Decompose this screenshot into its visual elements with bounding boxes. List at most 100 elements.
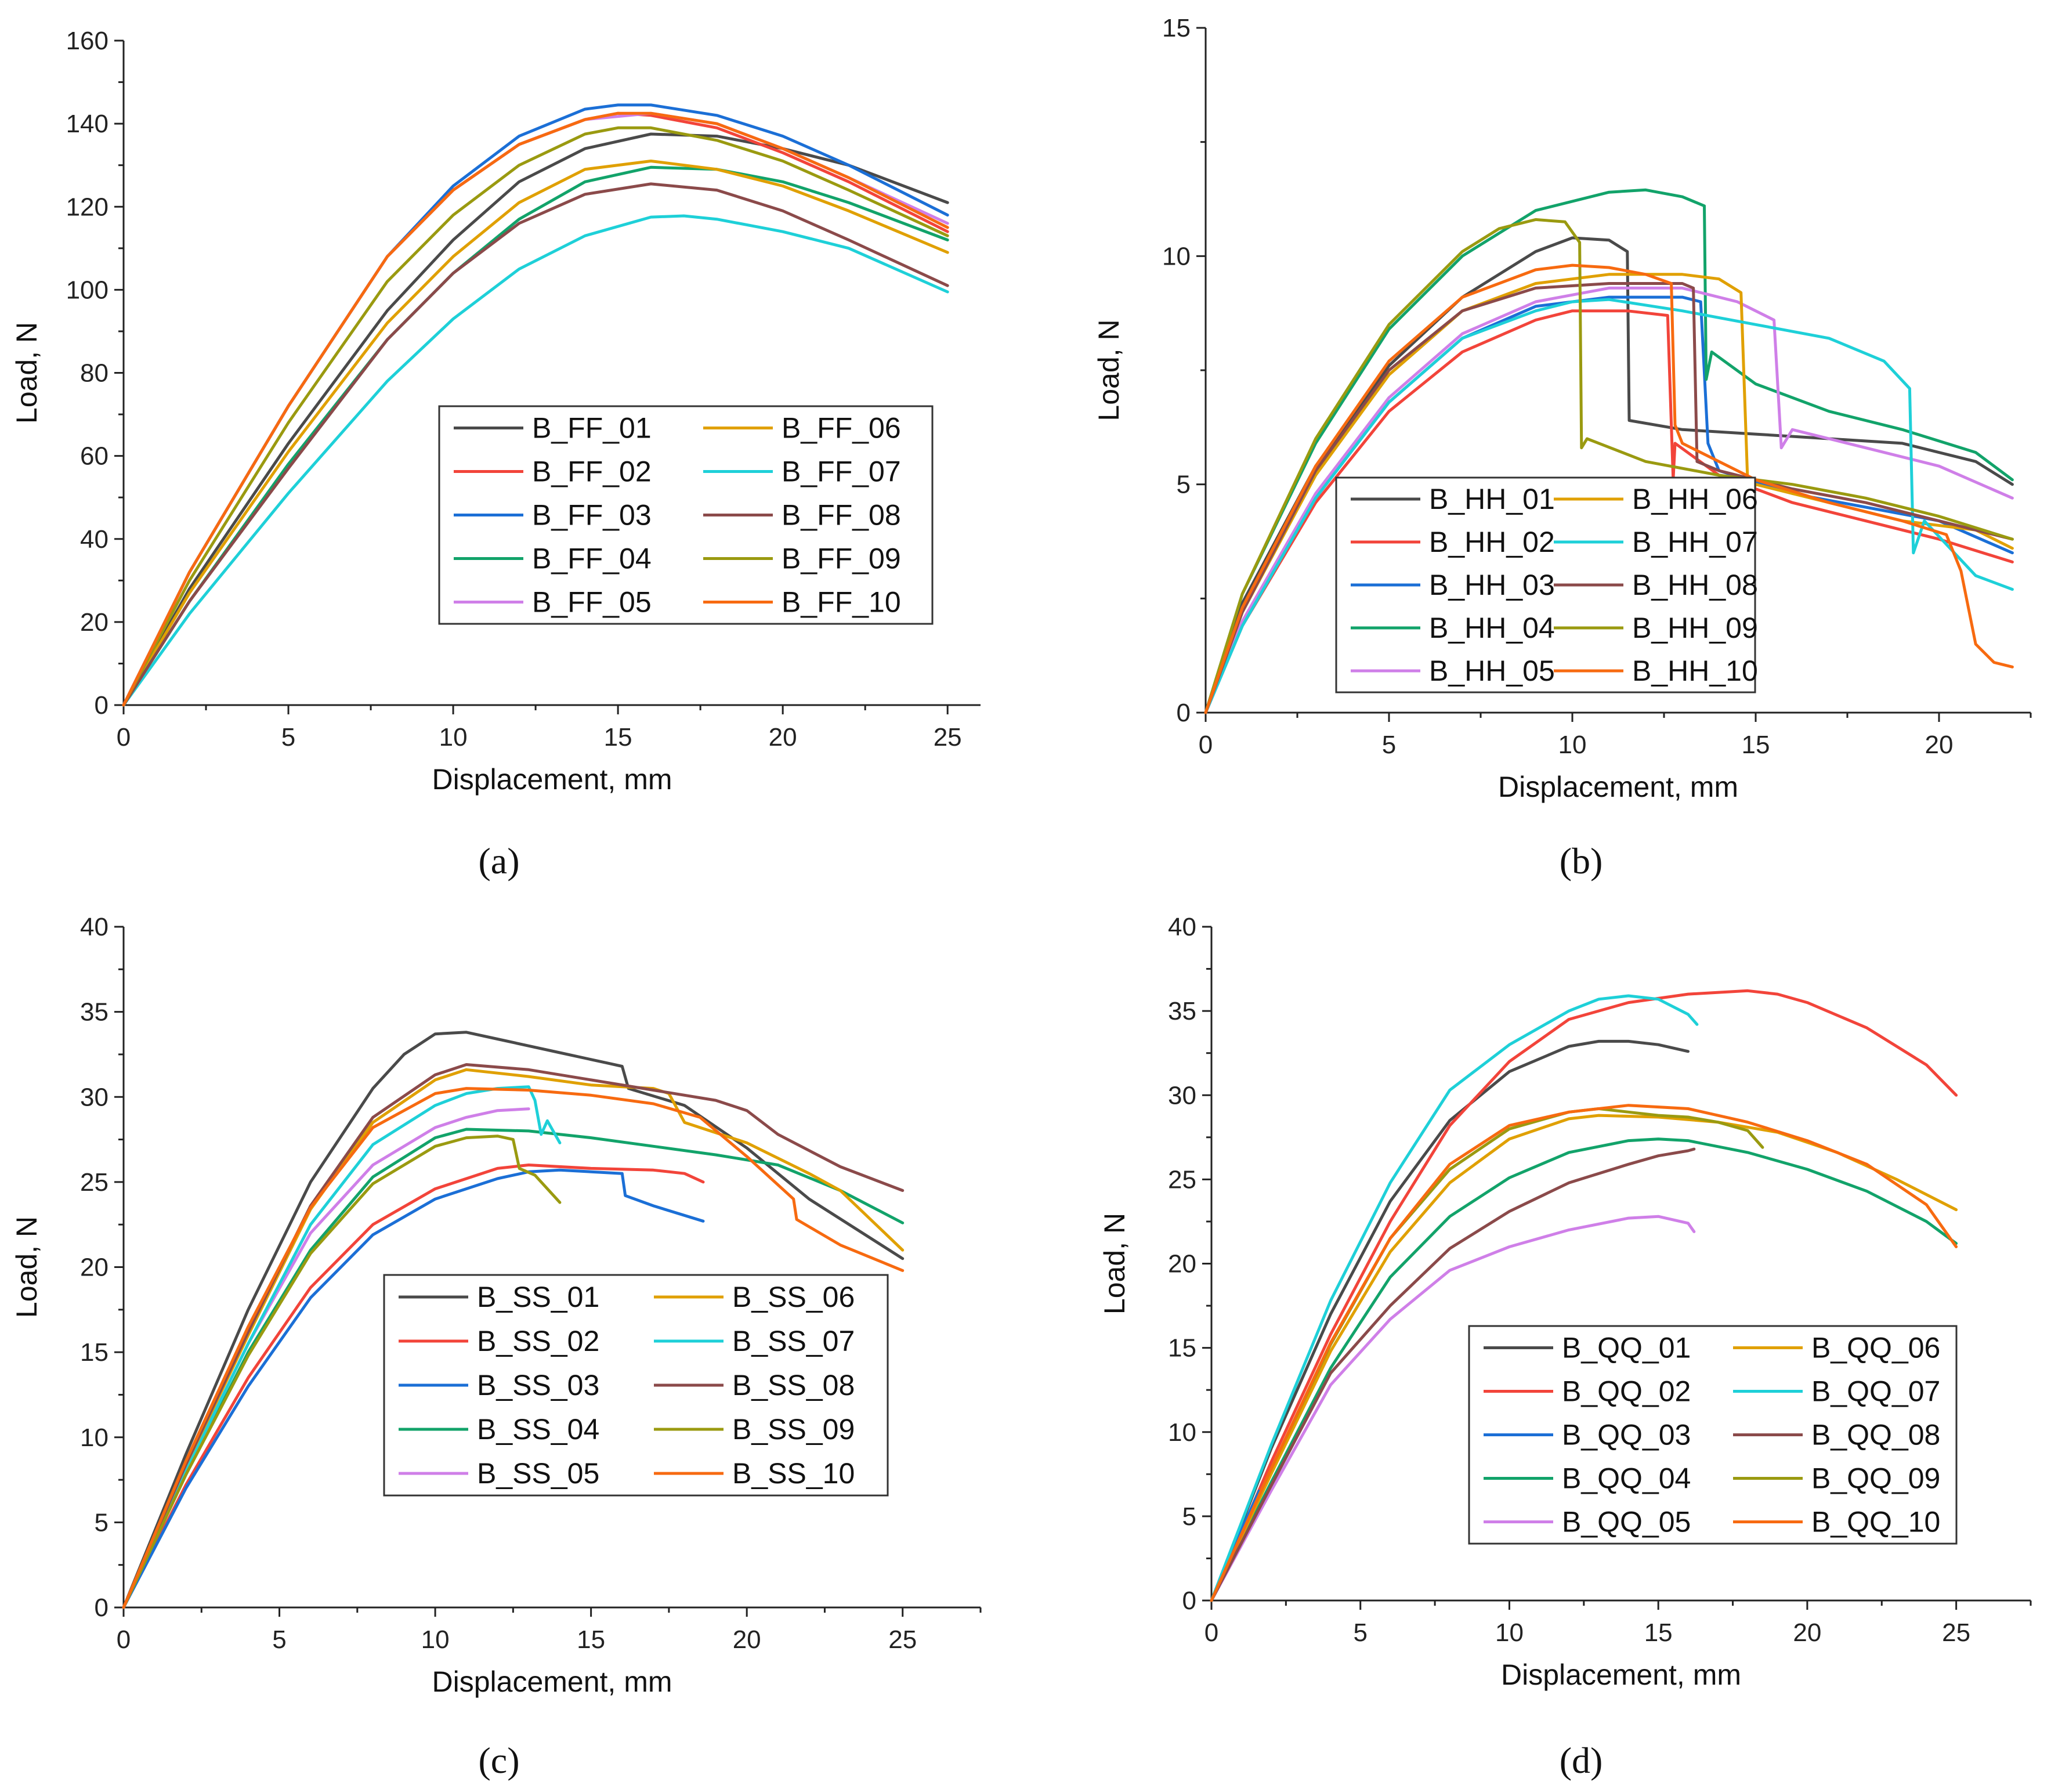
chart-panel-d: 0 5 10 15 20 25 0 5 10 15 20 25 30 35 40 Displacement, … xyxy=(1098,913,2032,1781)
legend-label: B_QQ_03 xyxy=(1562,1419,1691,1451)
x-tick-label: 25 xyxy=(1942,1618,1970,1647)
x-axis-title: Displacement, mm xyxy=(1498,771,1738,803)
series-line-B_HH_10 xyxy=(1204,263,2014,714)
x-tick-label: 20 xyxy=(1793,1618,1821,1647)
legend-label: B_FF_01 xyxy=(532,412,652,445)
legend-label: B_FF_08 xyxy=(782,499,901,532)
x-tick-label: 0 xyxy=(1199,731,1213,759)
y-axis-title: Load, N xyxy=(1093,319,1125,421)
legend-label: B_FF_03 xyxy=(532,499,652,532)
legend-label: B_HH_09 xyxy=(1632,612,1758,644)
series-line-B_QQ_01 xyxy=(1210,1039,1690,1602)
legend-label: B_QQ_01 xyxy=(1562,1332,1691,1364)
legend-label: B_QQ_04 xyxy=(1562,1462,1691,1495)
legend-label: B_FF_07 xyxy=(782,456,901,488)
series-line-B_HH_09 xyxy=(1204,218,2014,714)
y-tick-label: 15 xyxy=(1168,1334,1196,1363)
legend-label: B_HH_04 xyxy=(1429,612,1555,644)
legend-box xyxy=(1468,1325,1958,1545)
legend-label: B_FF_10 xyxy=(782,586,901,619)
x-tick-label: 20 xyxy=(769,723,797,752)
legend-label: B_HH_10 xyxy=(1632,655,1758,687)
legend-label: B_FF_09 xyxy=(782,543,901,575)
series-line-B_SS_07 xyxy=(122,1085,562,1609)
y-tick-label: 25 xyxy=(80,1168,108,1197)
panel-label: (b) xyxy=(1560,840,1603,881)
legend-label: B_HH_02 xyxy=(1429,526,1555,558)
series-line-B_FF_01 xyxy=(122,132,949,707)
legend-label: B_QQ_09 xyxy=(1811,1462,1940,1495)
legend-label: B_FF_04 xyxy=(532,543,652,575)
x-tick-label: 0 xyxy=(117,723,131,752)
legend-label: B_SS_02 xyxy=(477,1325,599,1357)
y-tick-label: 10 xyxy=(1162,242,1191,270)
legend-label: B_SS_05 xyxy=(477,1457,599,1490)
series-line-B_FF_08 xyxy=(122,182,949,707)
x-axis-title: Displacement, mm xyxy=(432,1665,672,1698)
series-line-B_FF_10 xyxy=(122,111,949,707)
legend-label: B_SS_03 xyxy=(477,1369,599,1401)
panel-label: (a) xyxy=(478,840,519,881)
legend-label: B_HH_08 xyxy=(1632,569,1758,601)
series-line-B_QQ_04 xyxy=(1210,1137,1958,1602)
legend-label: B_FF_06 xyxy=(782,412,901,445)
x-tick-label: 20 xyxy=(733,1625,761,1654)
x-axis-title: Displacement, mm xyxy=(432,763,672,796)
y-tick-label: 10 xyxy=(1168,1418,1196,1447)
y-tick-label: 0 xyxy=(95,1594,108,1622)
x-tick-label: 10 xyxy=(1558,731,1587,759)
x-tick-label: 5 xyxy=(1382,731,1396,759)
legend-label: B_HH_03 xyxy=(1429,569,1555,601)
x-tick-label: 5 xyxy=(281,723,295,752)
series-line-B_SS_06 xyxy=(122,1068,905,1609)
legend: B_FF_01 B_FF_02 B_FF_03 B_FF_04 B_FF_05 B_FF_… xyxy=(438,405,934,625)
panel-label: (c) xyxy=(478,1740,519,1781)
y-tick-label: 0 xyxy=(1182,1587,1196,1615)
legend: B_SS_01 B_SS_02 B_SS_03 B_SS_04 B_SS_05 B_SS_… xyxy=(383,1274,889,1497)
y-tick-label: 40 xyxy=(80,913,108,941)
legend-label: B_SS_07 xyxy=(732,1325,855,1357)
y-tick-label: 160 xyxy=(66,27,108,55)
legend-label: B_FF_02 xyxy=(532,456,652,488)
legend-label: B_QQ_10 xyxy=(1811,1506,1940,1538)
y-tick-label: 140 xyxy=(66,110,108,138)
legend-label: B_QQ_02 xyxy=(1562,1375,1691,1408)
y-tick-label: 40 xyxy=(1168,913,1196,941)
x-tick-label: 0 xyxy=(117,1625,131,1654)
y-tick-label: 25 xyxy=(1168,1165,1196,1194)
x-axis-title: Displacement, mm xyxy=(1501,1659,1741,1691)
series-line-B_SS_03 xyxy=(122,1168,705,1609)
series-line-B_SS_04 xyxy=(122,1128,905,1609)
x-tick-label: 15 xyxy=(1742,731,1770,759)
series-line-B_QQ_05 xyxy=(1210,1215,1696,1602)
y-tick-label: 20 xyxy=(80,608,108,637)
legend-label: B_QQ_07 xyxy=(1811,1375,1940,1408)
y-tick-label: 0 xyxy=(1177,699,1191,727)
legend-label: B_SS_06 xyxy=(732,1281,855,1313)
series-line-B_QQ_08 xyxy=(1210,1147,1696,1602)
y-tick-label: 30 xyxy=(1168,1081,1196,1110)
y-tick-label: 0 xyxy=(95,691,108,720)
series-line-B_HH_07 xyxy=(1204,298,2014,714)
x-tick-label: 25 xyxy=(888,1625,917,1654)
series-line-B_HH_02 xyxy=(1204,309,2014,714)
legend-label: B_QQ_08 xyxy=(1811,1419,1940,1451)
y-tick-label: 5 xyxy=(1182,1502,1196,1531)
y-tick-label: 30 xyxy=(80,1083,108,1111)
y-axis-title: Load, N xyxy=(1098,1213,1131,1314)
legend: B_QQ_01 B_QQ_02 B_QQ_03 B_QQ_04 B_QQ_05 B_QQ_… xyxy=(1468,1325,1958,1545)
series-line-B_QQ_10 xyxy=(1210,1104,1958,1602)
y-tick-label: 5 xyxy=(95,1508,108,1537)
panel-label: (d) xyxy=(1560,1740,1603,1781)
series-line-B_SS_01 xyxy=(122,1031,905,1609)
x-tick-label: 10 xyxy=(439,723,468,752)
y-tick-label: 35 xyxy=(1168,997,1196,1025)
y-tick-label: 20 xyxy=(1168,1250,1196,1278)
legend-label: B_FF_05 xyxy=(532,586,652,619)
series-line-B_SS_10 xyxy=(122,1087,905,1609)
series-line-B_FF_07 xyxy=(122,214,949,707)
series-line-B_FF_06 xyxy=(122,160,949,707)
y-tick-label: 15 xyxy=(1162,14,1191,42)
y-tick-label: 120 xyxy=(66,193,108,221)
y-tick-label: 15 xyxy=(80,1338,108,1367)
